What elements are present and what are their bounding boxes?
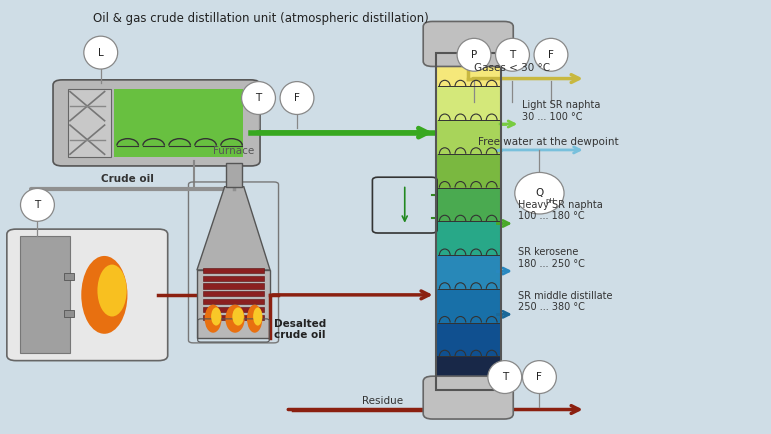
Bar xyxy=(437,42,500,59)
Bar xyxy=(436,255,501,289)
Bar xyxy=(203,299,264,304)
Bar xyxy=(436,289,501,322)
Bar xyxy=(436,187,501,221)
Bar xyxy=(69,89,111,157)
Text: F: F xyxy=(294,93,300,103)
Text: Crude oil: Crude oil xyxy=(101,174,153,184)
Ellipse shape xyxy=(496,38,530,71)
Ellipse shape xyxy=(211,307,221,326)
Ellipse shape xyxy=(241,82,275,115)
Ellipse shape xyxy=(515,172,564,214)
Ellipse shape xyxy=(523,361,557,394)
Bar xyxy=(203,291,264,296)
Bar xyxy=(203,283,264,289)
Text: Light SR naphta
30 ... 100 °C: Light SR naphta 30 ... 100 °C xyxy=(523,100,601,122)
Text: Free water at the dewpoint: Free water at the dewpoint xyxy=(478,137,618,147)
Bar xyxy=(203,307,264,312)
Ellipse shape xyxy=(81,256,127,334)
Bar xyxy=(226,163,242,187)
Text: SR kerosene
180 ... 250 °C: SR kerosene 180 ... 250 °C xyxy=(518,247,584,269)
Text: Oil & gas crude distillation unit (atmospheric distillation): Oil & gas crude distillation unit (atmos… xyxy=(93,12,429,24)
Ellipse shape xyxy=(97,265,126,316)
Bar xyxy=(436,120,501,154)
Text: F: F xyxy=(537,372,542,382)
Ellipse shape xyxy=(204,305,221,333)
Text: P: P xyxy=(471,50,477,60)
FancyBboxPatch shape xyxy=(423,376,513,419)
Ellipse shape xyxy=(84,36,118,69)
Text: SR middle distillate
250 ... 380 °C: SR middle distillate 250 ... 380 °C xyxy=(518,291,612,312)
Ellipse shape xyxy=(232,307,244,326)
Bar xyxy=(203,268,264,273)
Bar xyxy=(65,273,73,280)
Text: Desalted
crude oil: Desalted crude oil xyxy=(274,319,326,340)
Ellipse shape xyxy=(457,38,491,71)
FancyBboxPatch shape xyxy=(53,80,260,166)
Bar xyxy=(20,237,69,353)
Text: Residue: Residue xyxy=(362,396,403,406)
Bar xyxy=(436,53,501,86)
Bar xyxy=(436,221,501,255)
Ellipse shape xyxy=(21,188,55,221)
Text: L: L xyxy=(98,48,103,58)
Bar xyxy=(436,53,501,390)
Bar xyxy=(436,86,501,120)
Ellipse shape xyxy=(247,305,262,333)
Text: Gases < 30 °C: Gases < 30 °C xyxy=(474,63,550,73)
Bar xyxy=(203,276,264,281)
Text: Heavy SR naphta
100 ... 180 °C: Heavy SR naphta 100 ... 180 °C xyxy=(518,200,603,221)
Bar xyxy=(436,322,501,356)
Ellipse shape xyxy=(488,361,522,394)
Text: F: F xyxy=(548,50,554,60)
Bar xyxy=(436,154,501,187)
Bar xyxy=(203,315,264,320)
Polygon shape xyxy=(197,187,270,270)
Bar xyxy=(114,89,243,157)
Text: Furnace: Furnace xyxy=(213,146,254,156)
Text: T: T xyxy=(255,93,261,103)
Text: T: T xyxy=(510,50,516,60)
Ellipse shape xyxy=(253,307,262,326)
Text: pH: pH xyxy=(546,198,555,204)
Text: T: T xyxy=(502,372,508,382)
FancyBboxPatch shape xyxy=(7,229,168,361)
Bar xyxy=(436,356,501,390)
Ellipse shape xyxy=(534,38,568,71)
Ellipse shape xyxy=(225,305,244,333)
Bar xyxy=(65,309,73,316)
Text: T: T xyxy=(35,200,41,210)
Ellipse shape xyxy=(280,82,314,115)
Text: Q: Q xyxy=(535,188,544,198)
Bar xyxy=(197,270,270,338)
FancyBboxPatch shape xyxy=(423,21,513,66)
